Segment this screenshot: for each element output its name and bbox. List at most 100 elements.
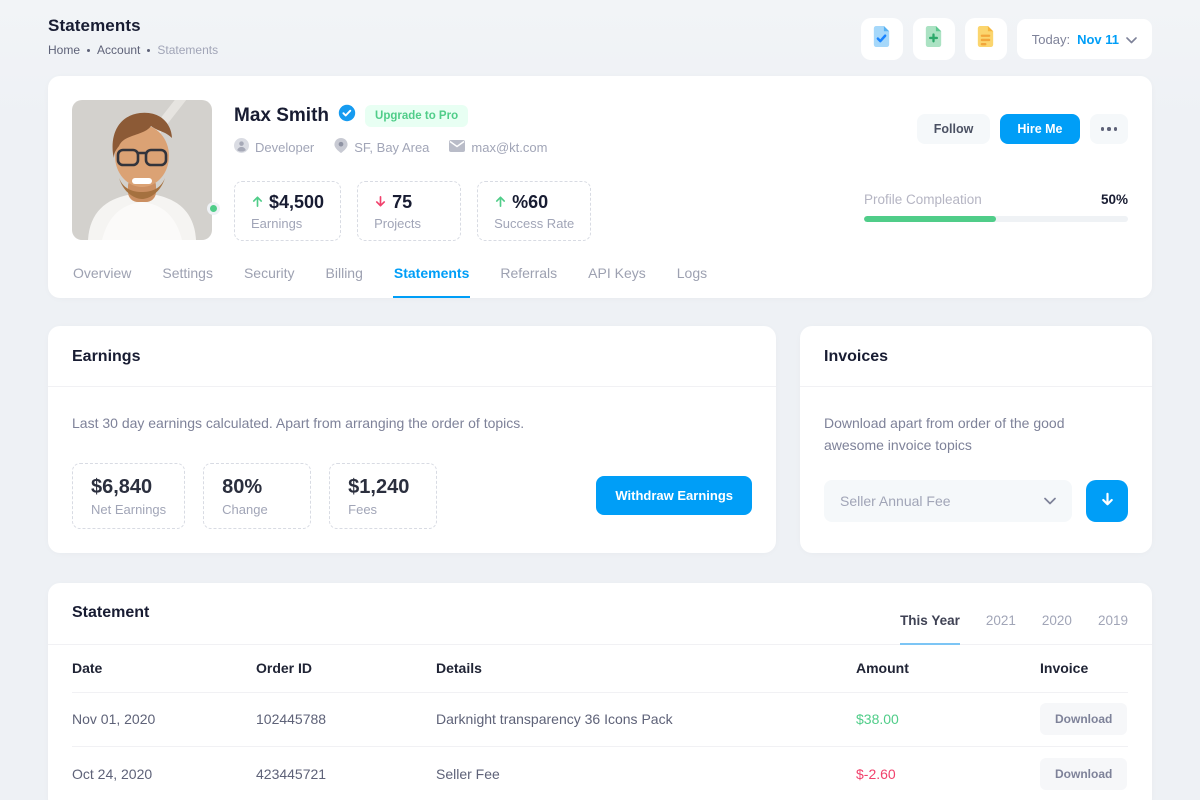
fees-label: Fees [348, 501, 378, 517]
earnings-stats: $6,840 Net Earnings 80% Change $1,240 Fe… [72, 462, 752, 529]
breadcrumb-separator-dot [87, 48, 91, 52]
net-earnings-label: Net Earnings [91, 501, 167, 517]
profile-completion: Profile Compleation 50% [864, 192, 1128, 222]
hire-me-button[interactable]: Hire Me [1000, 114, 1080, 144]
col-amount: Amount [856, 660, 909, 677]
table-row: Oct 24, 2020 423445721 Seller Fee $-2.60… [72, 747, 1128, 800]
statement-title: Statement [72, 603, 150, 621]
more-options-button[interactable] [1089, 114, 1128, 144]
ytab-this-year[interactable]: This Year [900, 613, 960, 645]
row-amount: $38.00 [856, 711, 899, 728]
arrow-down-icon [374, 192, 387, 213]
row-date: Oct 24, 2020 [72, 765, 153, 782]
profile-card: Max Smith Upgrade to Pro Developer SF, B… [48, 76, 1152, 298]
row-download-button[interactable]: Download [1040, 757, 1128, 790]
change-box: 80% Change [203, 462, 312, 529]
stat-earnings: $4,500 Earnings [234, 181, 342, 241]
upgrade-pro-badge[interactable]: Upgrade to Pro [365, 104, 469, 127]
progress-label: Profile Compleation [864, 192, 982, 207]
tab-settings[interactable]: Settings [162, 265, 213, 281]
statement-table: Date Order ID Details Amount Invoice Nov… [48, 645, 1152, 800]
verified-seal-icon [338, 104, 356, 127]
tab-billing[interactable]: Billing [325, 265, 363, 281]
profile-name: Max Smith [234, 104, 330, 126]
stat-earnings-label: Earnings [251, 216, 303, 231]
user-icon [234, 138, 249, 156]
col-date: Date [72, 660, 103, 677]
arrow-up-icon [494, 192, 507, 213]
progress-value: 50% [1100, 192, 1128, 207]
row-details: Seller Fee [436, 765, 500, 782]
meta-role-label: Developer [255, 139, 315, 155]
meta-email-label: max@kt.com [471, 139, 548, 155]
breadcrumb-statements: Statements [157, 43, 219, 57]
row-order-id: 102445788 [256, 711, 327, 728]
ytab-2019[interactable]: 2019 [1097, 612, 1128, 628]
tab-referrals[interactable]: Referrals [500, 265, 558, 281]
invoice-select[interactable]: Seller Annual Fee [824, 480, 1072, 523]
ytab-2021[interactable]: 2021 [985, 612, 1016, 628]
stat-projects: 75 Projects [357, 181, 462, 241]
tab-overview[interactable]: Overview [73, 265, 132, 281]
profile-tab-bar: Overview Settings Security Billing State… [48, 257, 1152, 298]
ytab-2020[interactable]: 2020 [1041, 612, 1072, 628]
arrow-down-icon [1099, 491, 1116, 511]
row-download-button[interactable]: Download [1040, 703, 1128, 736]
date-label: Today: [1031, 31, 1071, 47]
net-earnings-box: $6,840 Net Earnings [72, 462, 186, 529]
profile-meta: Developer SF, Bay Area max@kt.com [234, 138, 848, 156]
invoice-download-button[interactable] [1086, 480, 1128, 523]
col-details: Details [436, 660, 482, 677]
breadcrumb-separator-dot [147, 48, 151, 52]
col-invoice: Invoice [1040, 660, 1089, 677]
stat-success-value: %60 [512, 192, 549, 212]
tab-statements[interactable]: Statements [392, 257, 471, 298]
online-status-dot [207, 202, 220, 215]
file-check-icon [870, 25, 893, 53]
date-picker[interactable]: Today: Nov 11 [1016, 19, 1152, 59]
meta-location-label: SF, Bay Area [354, 139, 430, 155]
fees-box: $1,240 Fees [329, 462, 438, 529]
breadcrumb-home[interactable]: Home [48, 43, 81, 57]
avatar-wrap [72, 100, 220, 240]
breadcrumb-account[interactable]: Account [97, 43, 141, 57]
follow-button[interactable]: Follow [916, 114, 991, 144]
file-lines-icon [974, 25, 997, 53]
invoices-title: Invoices [824, 348, 889, 365]
breadcrumb: Home Account Statements [48, 43, 218, 57]
mail-icon [449, 139, 466, 155]
withdraw-earnings-button[interactable]: Withdraw Earnings [596, 476, 752, 516]
tab-security[interactable]: Security [243, 265, 295, 281]
invoices-description: Download apart from order of the good aw… [824, 415, 1065, 453]
earnings-description: Last 30 day earnings calculated. Apart f… [72, 415, 525, 431]
earnings-title: Earnings [72, 348, 141, 365]
file-lines-button[interactable] [964, 18, 1007, 60]
change-label: Change [222, 501, 268, 517]
invoice-select-value: Seller Annual Fee [840, 493, 951, 510]
tab-api-keys[interactable]: API Keys [588, 265, 646, 281]
meta-email: max@kt.com [449, 139, 548, 155]
change-value: 80% [222, 475, 263, 498]
topbar-actions: Today: Nov 11 [860, 18, 1152, 60]
profile-actions: Follow Hire Me Profile Compleation 50% [848, 100, 1128, 241]
progress-fill [864, 216, 996, 222]
file-plus-icon [922, 25, 945, 53]
avatar [72, 100, 212, 240]
stat-projects-label: Projects [374, 216, 422, 231]
table-header-row: Date Order ID Details Amount Invoice [72, 645, 1128, 693]
meta-location: SF, Bay Area [334, 138, 429, 156]
tab-logs[interactable]: Logs [676, 265, 708, 281]
fees-value: $1,240 [348, 475, 410, 498]
chevron-down-icon [1044, 492, 1056, 510]
statement-card: Statement This Year 2021 2020 2019 Date … [48, 582, 1152, 800]
page-title: Statements [48, 16, 141, 35]
file-plus-button[interactable] [912, 18, 955, 60]
profile-stats: $4,500 Earnings 75 Projects [234, 181, 848, 241]
invoices-card: Invoices Download apart from order of th… [800, 326, 1152, 553]
profile-info: Max Smith Upgrade to Pro Developer SF, B… [234, 100, 848, 241]
earnings-card: Earnings Last 30 day earnings calculated… [48, 326, 776, 553]
pin-icon [334, 138, 348, 156]
file-check-button[interactable] [860, 18, 903, 60]
stat-success-rate: %60 Success Rate [477, 181, 592, 241]
